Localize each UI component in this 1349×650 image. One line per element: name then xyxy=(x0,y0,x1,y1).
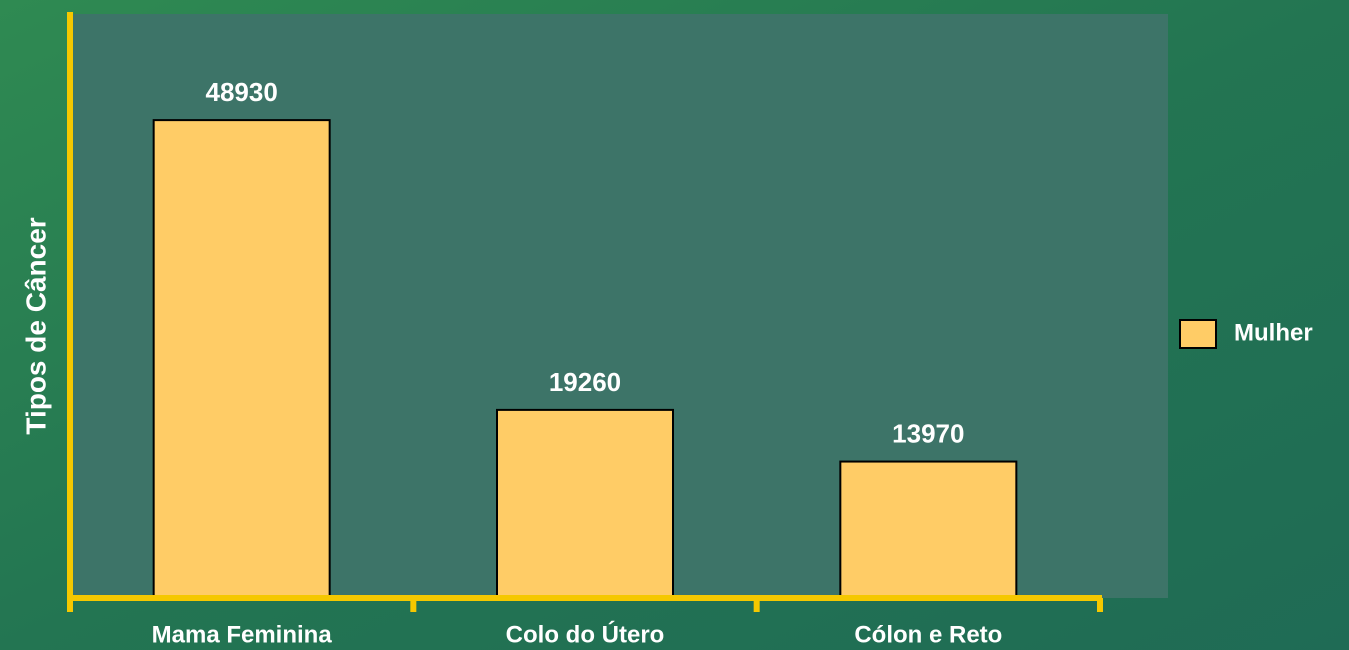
x-tick-label: Colo do Útero xyxy=(506,620,665,648)
data-label: 48930 xyxy=(206,77,278,107)
y-axis-label: Tipos de Câncer xyxy=(20,217,51,434)
legend-swatch xyxy=(1179,319,1217,349)
bar xyxy=(496,408,674,600)
data-label: 13970 xyxy=(892,418,964,448)
bar xyxy=(839,460,1018,599)
bar xyxy=(152,119,331,599)
x-tick-label: Mama Feminina xyxy=(152,621,333,648)
x-tick-label: Cólon e Reto xyxy=(854,621,1002,648)
data-label: 19260 xyxy=(549,367,621,397)
legend-label: Mulher xyxy=(1234,319,1313,346)
